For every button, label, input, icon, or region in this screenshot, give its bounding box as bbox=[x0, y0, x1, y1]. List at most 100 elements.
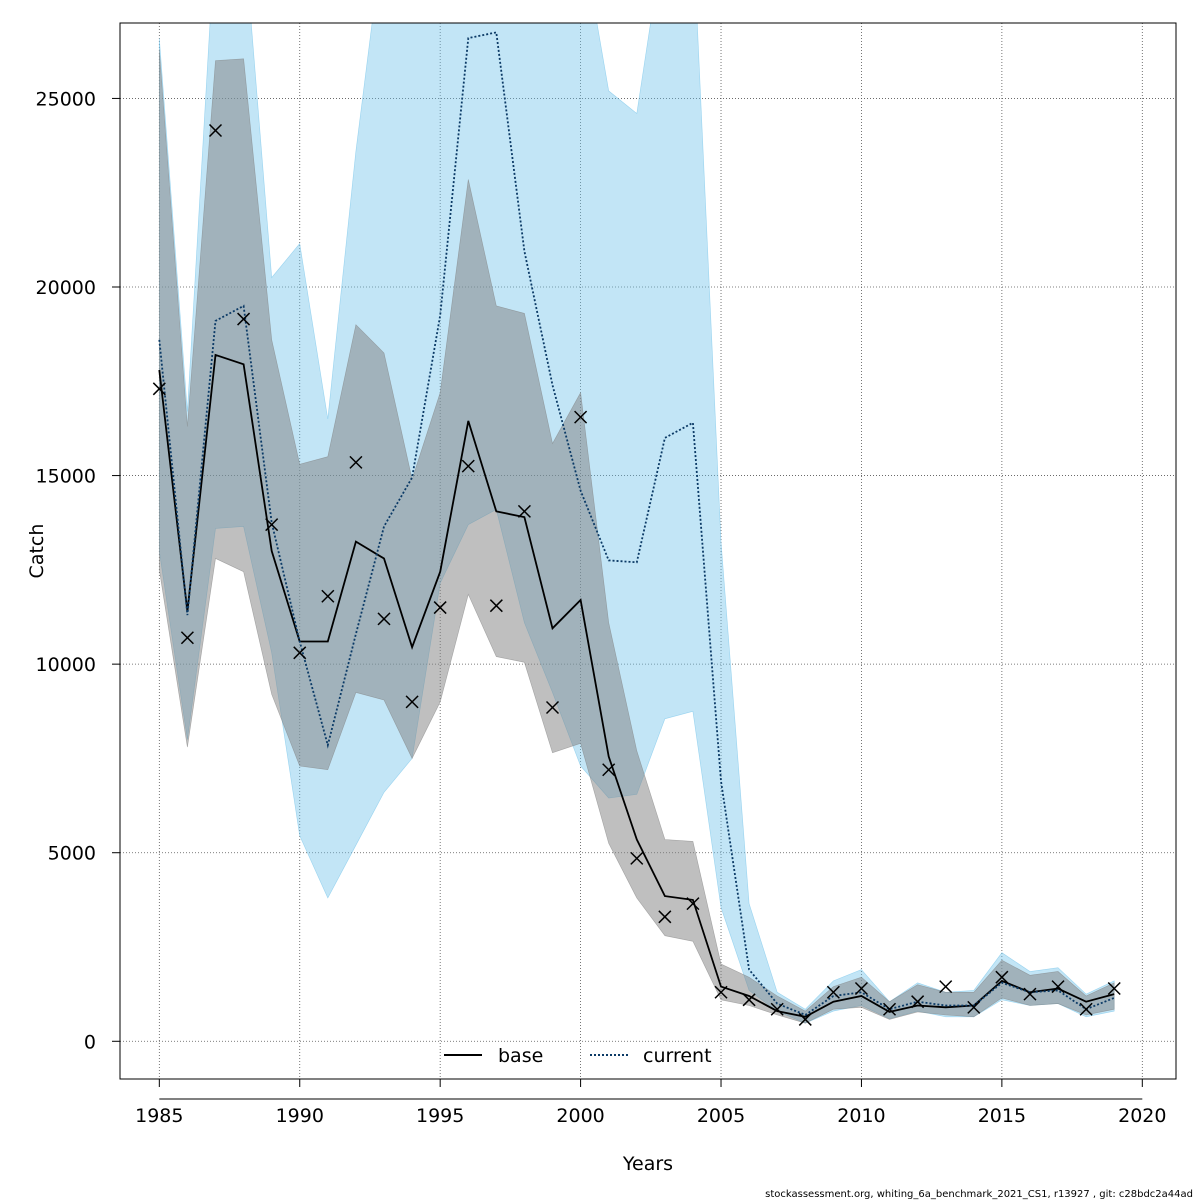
observed-mark-b-2015 bbox=[995, 970, 1009, 984]
series-lines bbox=[158, 31, 1115, 1018]
observed-point-1995 bbox=[433, 601, 447, 615]
legend-label-base: base bbox=[498, 1045, 543, 1067]
observed-mark-b-2004 bbox=[686, 897, 700, 911]
x-tick-label-2020: 2020 bbox=[1118, 1105, 1166, 1127]
footer-credit: stockassessment.org, whiting_6a_benchmar… bbox=[765, 1189, 1193, 1200]
observed-point-1988 bbox=[237, 312, 251, 326]
observed-point-2011 bbox=[883, 1002, 897, 1016]
observed-mark-b-2011 bbox=[883, 1002, 897, 1016]
observed-mark-b-2000 bbox=[574, 410, 588, 424]
observed-mark-b-2003 bbox=[658, 910, 672, 924]
observed-point-2000 bbox=[574, 410, 588, 424]
plot-frame bbox=[119, 22, 1177, 1080]
observed-point-2010 bbox=[854, 981, 868, 996]
x-tick-label-2015: 2015 bbox=[978, 1105, 1026, 1127]
observed-point-1996 bbox=[461, 459, 475, 473]
observed-mark-b-2012 bbox=[911, 995, 925, 1009]
observed-mark-b-1990 bbox=[293, 646, 307, 660]
legend: base current bbox=[444, 1045, 712, 1067]
observed-point-2007 bbox=[770, 1002, 784, 1016]
x-tick-label-1990: 1990 bbox=[276, 1105, 324, 1127]
x-axis: 1985 1990 1995 2000 2005 2010 2015 2020 bbox=[135, 1079, 1166, 1127]
observed-mark-b-2016 bbox=[1023, 987, 1037, 1001]
y-tick-label-15000: 15000 bbox=[36, 466, 96, 488]
band-base bbox=[159, 49, 1115, 1024]
x-axis-title: Years bbox=[622, 1153, 673, 1175]
observed-point-2019 bbox=[1107, 981, 1121, 996]
observed-point-2004 bbox=[686, 897, 700, 911]
observed-mark-b-2017 bbox=[1051, 980, 1065, 994]
observed-point-1993 bbox=[377, 612, 391, 626]
y-axis-title: Catch bbox=[26, 524, 48, 579]
x-tick-label-2010: 2010 bbox=[837, 1105, 885, 1127]
observed-point-1999 bbox=[545, 700, 560, 715]
observed-mark-b-2006 bbox=[742, 993, 756, 1007]
y-axis: 0 5000 10000 15000 20000 25000 bbox=[36, 88, 120, 1053]
observed-mark-b-2002 bbox=[630, 851, 644, 865]
observed-point-1994 bbox=[405, 695, 419, 709]
observed-point-2005 bbox=[714, 985, 728, 999]
observed-mark-b-1995 bbox=[433, 601, 447, 615]
observed-point-1992 bbox=[349, 455, 363, 469]
x-tick-label-1985: 1985 bbox=[135, 1105, 183, 1127]
legend-label-current: current bbox=[643, 1045, 712, 1067]
observed-mark-b-2013 bbox=[939, 980, 953, 994]
observed-mark-b-1997 bbox=[489, 599, 503, 613]
observed-mark-b-1985 bbox=[152, 382, 166, 396]
observed-point-2014 bbox=[967, 1000, 981, 1014]
observed-point-2002 bbox=[630, 851, 644, 865]
observed-mark-b-1988 bbox=[237, 312, 251, 326]
observed-mark-b-2007 bbox=[770, 1002, 784, 1016]
observed-mark-b-1993 bbox=[377, 612, 391, 626]
observed-mark-b-1991 bbox=[321, 589, 335, 603]
observed-point-2017 bbox=[1051, 980, 1065, 994]
observed-mark-b-2009 bbox=[826, 985, 840, 999]
observed-mark-b-2005 bbox=[714, 985, 728, 999]
observed-mark-b-1999 bbox=[545, 700, 560, 715]
observed-mark-b-1987 bbox=[208, 123, 223, 138]
observed-point-1991 bbox=[321, 589, 335, 603]
observed-mark-b-1986 bbox=[180, 631, 194, 645]
observed-point-1998 bbox=[517, 504, 531, 518]
y-tick-label-25000: 25000 bbox=[36, 88, 96, 110]
x-tick-label-2000: 2000 bbox=[556, 1105, 604, 1127]
observed-point-1989 bbox=[265, 518, 279, 532]
observed-mark-b-2018 bbox=[1079, 1002, 1093, 1016]
observed-mark-b-1992 bbox=[349, 455, 363, 469]
observed-point-1987 bbox=[208, 123, 223, 138]
observed-point-2009 bbox=[826, 985, 840, 999]
confidence-bands bbox=[159, 23, 1115, 1024]
observed-point-1997 bbox=[489, 599, 503, 613]
observed-point-2018 bbox=[1079, 1002, 1093, 1016]
observed-mark-b-2014 bbox=[967, 1000, 981, 1014]
observed-point-1986 bbox=[180, 631, 194, 645]
observed-mark-b-1996 bbox=[461, 459, 475, 473]
x-tick-label-2005: 2005 bbox=[697, 1105, 745, 1127]
observed-point-2012 bbox=[911, 995, 925, 1009]
observed-point-2013 bbox=[939, 980, 953, 994]
observed-point-2003 bbox=[658, 910, 672, 924]
observed-mark-b-1989 bbox=[265, 518, 279, 532]
y-tick-label-0: 0 bbox=[84, 1031, 96, 1053]
observed-point-2006 bbox=[742, 993, 756, 1007]
observed-point-2016 bbox=[1023, 987, 1037, 1001]
line-current bbox=[158, 31, 1115, 1016]
observed-mark-b-2008 bbox=[798, 1012, 812, 1026]
observed-point-2001 bbox=[602, 763, 616, 777]
observed-mark-b-2001 bbox=[602, 763, 616, 777]
observed-mark-b-1994 bbox=[405, 695, 419, 709]
x-tick-label-1995: 1995 bbox=[416, 1105, 464, 1127]
observed-point-1985 bbox=[152, 382, 166, 396]
observed-point-2008 bbox=[798, 1012, 812, 1026]
line-base bbox=[158, 353, 1115, 1018]
y-tick-label-5000: 5000 bbox=[48, 843, 96, 865]
observed-mark-b-2010 bbox=[854, 981, 868, 996]
y-tick-label-10000: 10000 bbox=[36, 654, 96, 676]
observed-mark-b-2019 bbox=[1107, 981, 1121, 996]
observed-point-1990 bbox=[293, 646, 307, 660]
observed-point-2015 bbox=[995, 970, 1009, 984]
observed-mark-b-1998 bbox=[517, 504, 531, 518]
observed-points bbox=[152, 123, 1121, 1026]
y-tick-label-20000: 20000 bbox=[36, 277, 96, 299]
